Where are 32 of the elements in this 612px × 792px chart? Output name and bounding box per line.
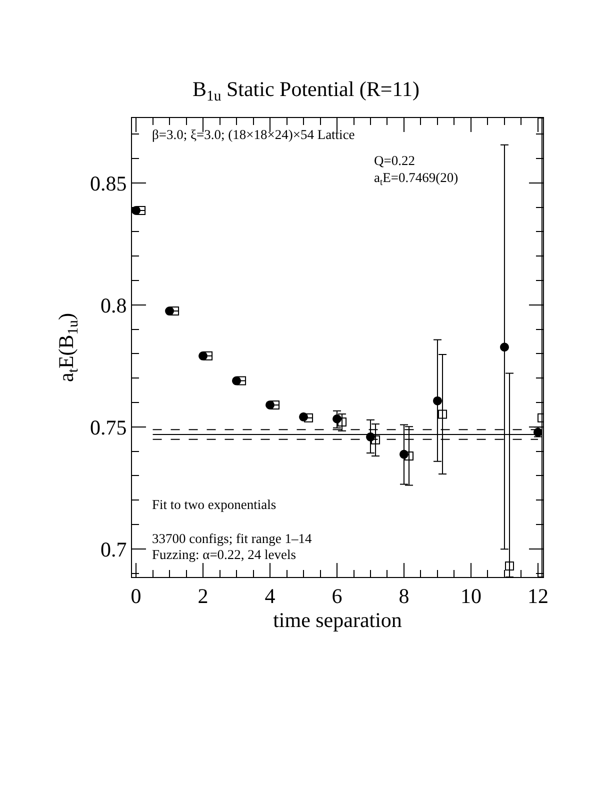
point [505,562,514,571]
x-tick-label: 6 [332,584,342,608]
point [432,396,442,406]
point [500,342,509,352]
point [237,376,246,386]
annotation: Fit to two exponentials [152,497,276,512]
x-tick-label: 10 [460,584,482,608]
point [438,410,448,419]
x-tick-label: 0 [130,584,142,608]
annotation: β=3.0; ξ=3.0; (18×18×24)×54 Lattice [152,127,355,142]
y-tick-label: 0.7 [100,537,127,562]
x-tick-label: 12 [527,584,548,608]
y-tick-label: 0.85 [90,171,127,196]
annotation: a$_{t}$E=0.7469(20) [374,170,458,188]
point [270,400,280,410]
point [404,451,414,460]
point [371,435,380,444]
point [338,418,347,427]
chart-title: B$_{1u}$ Static Potential (R=11) [192,77,420,104]
x-tick-label: 4 [264,584,276,608]
point [170,306,180,316]
x-tick-label: 8 [398,584,410,608]
point [136,206,146,215]
point [204,351,213,360]
x-axis-title: time separation [273,608,402,632]
x-tick-label: 2 [198,584,208,608]
y-tick-label: 0.8 [100,293,127,318]
annotation: 33700 configs; fit range 1–14 [152,531,312,546]
annotation: Fuzzing: α=0.22, 24 levels [152,547,296,562]
annotation: Q=0.22 [374,153,415,168]
point [304,413,314,422]
y-tick-label: 0.75 [90,415,127,440]
